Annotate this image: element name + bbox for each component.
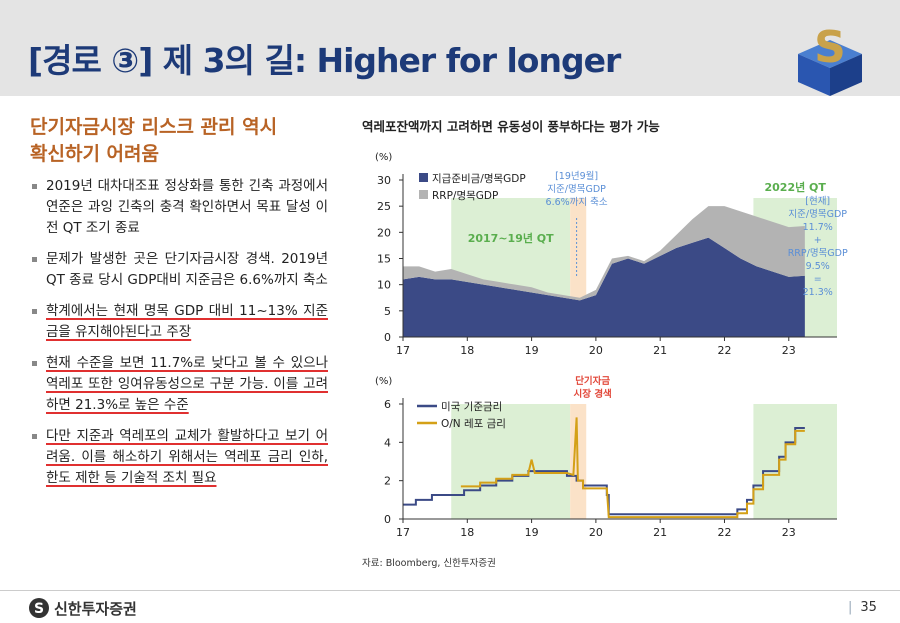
bullet: 다만 지준과 역레포의 교체가 활발하다고 보기 어려움. 이를 해소하기 위해… bbox=[30, 426, 328, 489]
legend-swatch bbox=[419, 190, 428, 199]
span-label: 2022년 QT bbox=[764, 180, 826, 194]
annotation: 시장 경색 bbox=[574, 388, 612, 400]
x-tick-label: 19 bbox=[525, 344, 539, 357]
annotation: 6.6%까지 축소 bbox=[546, 197, 608, 208]
y-tick-label: 15 bbox=[377, 253, 391, 266]
page-number: | 35 bbox=[848, 600, 877, 615]
x-tick-label: 23 bbox=[782, 526, 796, 539]
bullet-text: 현재 수준을 보면 11.7%로 낮다고 볼 수 있으나 역레포 또한 잉여유동… bbox=[46, 355, 328, 413]
slide-title: [경로 ③] 제 3의 길: Higher for longer bbox=[28, 41, 621, 80]
x-tick-label: 18 bbox=[460, 344, 474, 357]
x-tick-label: 19 bbox=[525, 526, 539, 539]
header-bar bbox=[0, 0, 900, 96]
y-tick-label: 0 bbox=[384, 513, 391, 526]
y-axis-label: (%) bbox=[375, 376, 392, 387]
legend-label: RRP/명목GDP bbox=[432, 190, 498, 202]
x-tick-label: 21 bbox=[653, 344, 667, 357]
bullet-text: 2019년 대차대조표 정상화를 통한 긴축 과정에서 연준은 과잉 긴축의 충… bbox=[46, 178, 328, 236]
y-tick-label: 5 bbox=[384, 305, 391, 318]
y-tick-label: 20 bbox=[377, 226, 391, 239]
y-tick-label: 2 bbox=[384, 475, 391, 488]
annotation: = bbox=[814, 274, 822, 285]
x-tick-label: 22 bbox=[717, 526, 731, 539]
legend-label: 미국 기준금리 bbox=[441, 401, 502, 413]
bullet: 현재 수준을 보면 11.7%로 낮다고 볼 수 있으나 역레포 또한 잉여유동… bbox=[30, 353, 328, 416]
annotation: 11.7% bbox=[803, 222, 833, 233]
annotation: 9.5% bbox=[806, 261, 830, 272]
x-tick-label: 20 bbox=[589, 344, 603, 357]
bullet-list: 2019년 대차대조표 정상화를 통한 긴축 과정에서 연준은 과잉 긴축의 충… bbox=[30, 176, 328, 499]
x-tick-label: 20 bbox=[589, 526, 603, 539]
annotation: RRP/명목GDP bbox=[788, 248, 848, 259]
annotation: [현재] bbox=[805, 196, 830, 207]
span-label: 2017~19년 QT bbox=[468, 231, 554, 245]
annotation: 지준/명목GDP bbox=[788, 209, 847, 220]
logo-cube: S bbox=[798, 22, 862, 96]
x-tick-label: 23 bbox=[782, 344, 796, 357]
footer-brand: 신한투자증권 bbox=[54, 600, 137, 618]
heading-line: 확신하기 어려움 bbox=[30, 143, 159, 165]
area bbox=[403, 206, 805, 301]
svg-text:S: S bbox=[34, 601, 44, 617]
y-tick-label: 4 bbox=[384, 436, 391, 449]
bullet: 문제가 발생한 곳은 단기자금시장 경색. 2019년 QT 종료 당시 GDP… bbox=[30, 249, 328, 291]
annotation: 21.3% bbox=[803, 287, 833, 298]
bullet-text: 학계에서는 현재 명목 GDP 대비 11~13% 지준금을 유지해야된다고 주… bbox=[46, 303, 328, 340]
highlight-span bbox=[451, 404, 571, 519]
bullet: 학계에서는 현재 명목 GDP 대비 11~13% 지준금을 유지해야된다고 주… bbox=[30, 301, 328, 343]
heading-line: 단기자금시장 리스크 관리 역시 bbox=[30, 116, 278, 138]
brand-icon: S bbox=[29, 598, 49, 618]
y-tick-label: 10 bbox=[377, 279, 391, 292]
x-tick-label: 21 bbox=[653, 526, 667, 539]
bullet-text: 문제가 발생한 곳은 단기자금시장 경색. 2019년 QT 종료 당시 GDP… bbox=[46, 251, 328, 288]
annotation: 단기자금 bbox=[575, 375, 610, 387]
y-tick-label: 6 bbox=[384, 398, 391, 411]
bullet: 2019년 대차대조표 정상화를 통한 긴축 과정에서 연준은 과잉 긴축의 충… bbox=[30, 176, 328, 239]
legend-swatch bbox=[419, 173, 428, 182]
page-num: 35 bbox=[860, 600, 877, 615]
x-tick-label: 17 bbox=[396, 526, 410, 539]
y-axis-label: (%) bbox=[375, 152, 392, 163]
x-tick-label: 17 bbox=[396, 344, 410, 357]
x-tick-label: 18 bbox=[460, 526, 474, 539]
svg-text:S: S bbox=[814, 22, 846, 73]
highlight-span bbox=[753, 404, 837, 519]
source: 자료: Bloomberg, 신한투자증권 bbox=[362, 557, 496, 569]
chart-title: 역레포잔액까지 고려하면 유동성이 풍부하다는 평가 가능 bbox=[362, 119, 660, 134]
y-tick-label: 30 bbox=[377, 174, 391, 187]
annotation: 지준/명목GDP bbox=[547, 184, 606, 195]
y-tick-label: 25 bbox=[377, 200, 391, 213]
annotation: [19년9월] bbox=[555, 170, 598, 182]
legend-label: 지급준비금/명목GDP bbox=[432, 173, 526, 185]
footer-rule bbox=[0, 590, 900, 591]
area bbox=[403, 237, 805, 337]
bullet-text: 다만 지준과 역레포의 교체가 활발하다고 보기 어려움. 이를 해소하기 위해… bbox=[46, 428, 328, 486]
y-tick-label: 0 bbox=[384, 331, 391, 344]
annotation: + bbox=[814, 235, 822, 246]
line bbox=[460, 417, 805, 519]
x-tick-label: 22 bbox=[717, 344, 731, 357]
legend-label: O/N 레포 금리 bbox=[441, 418, 506, 430]
